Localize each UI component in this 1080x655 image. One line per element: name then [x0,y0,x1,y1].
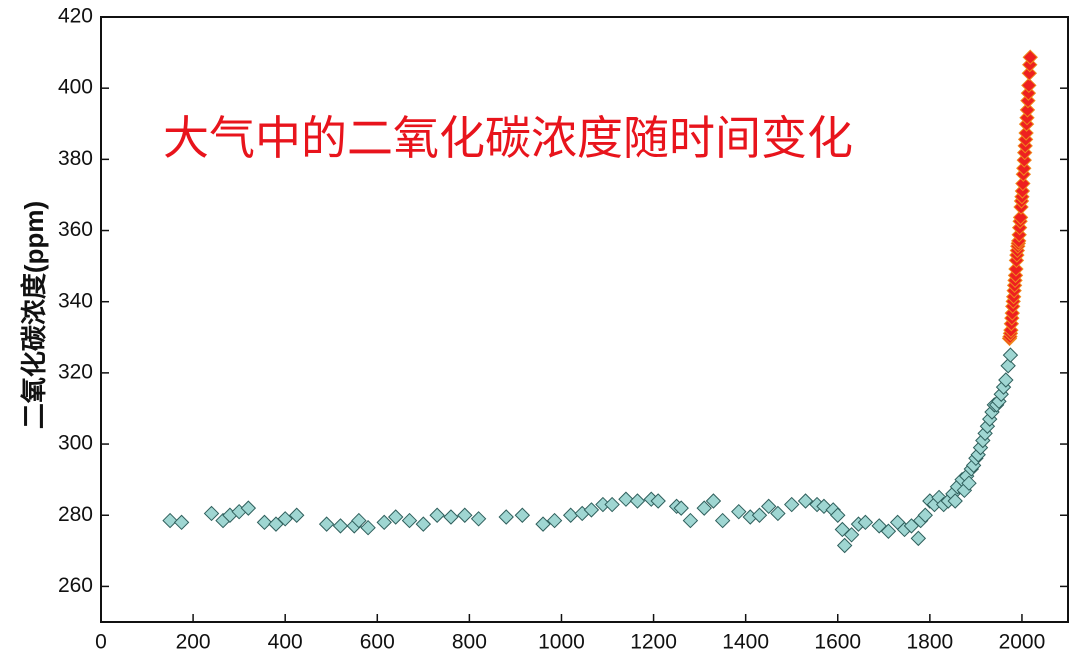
point [797,493,814,509]
x-tick-label: 0 [95,631,107,654]
point [162,512,178,529]
point [1008,261,1024,277]
point [514,507,531,523]
y-tick-label: 320 [58,360,93,383]
point [604,496,620,513]
point [1000,358,1016,374]
point [546,512,563,529]
point [1015,175,1031,192]
point [618,491,634,507]
point [917,507,933,523]
point [1012,209,1029,226]
x-tick-label: 1400 [722,631,769,654]
y-tick-label: 380 [58,147,93,170]
x-tick-label: 400 [268,631,303,654]
point [880,523,897,539]
point [1022,49,1038,65]
point [203,505,220,522]
point [784,496,800,513]
y-tick-label: 300 [58,432,93,455]
point [843,527,860,543]
x-tick-label: 1600 [814,631,861,654]
point [173,514,190,531]
point [816,498,832,515]
point [470,511,487,527]
point [332,518,349,534]
point [376,514,392,531]
point [1016,160,1032,176]
point [1019,102,1036,118]
point [871,518,887,534]
plot-frame [100,16,1069,623]
point [318,516,335,532]
point [673,500,689,516]
point [562,507,579,523]
point [1019,110,1035,126]
y-tick-label: 280 [58,503,93,526]
y-tick-label: 340 [58,289,93,312]
point [705,493,722,509]
point [277,511,293,527]
point [443,509,459,525]
point [288,507,305,523]
point [731,503,747,520]
point [401,512,418,529]
x-tick-label: 200 [176,631,211,654]
point [682,512,699,529]
point [1021,77,1037,94]
point [961,475,977,491]
x-tick-label: 600 [360,631,395,654]
point [836,537,853,554]
point [1020,92,1036,109]
point [910,530,927,547]
point [1020,85,1037,101]
point [830,507,846,523]
x-tick-label: 1800 [906,631,953,654]
point [760,498,777,515]
x-tick-label: 2000 [999,631,1046,654]
point [1021,65,1038,81]
point [240,500,257,516]
point [1018,125,1034,141]
point [535,516,551,532]
point [998,372,1014,388]
point [429,507,445,523]
point [834,521,851,538]
chart-title: 大气中的二氧化碳浓度随时间变化 [163,112,853,164]
point [256,514,273,531]
point [650,493,666,509]
point [415,516,432,532]
y-axis-label: 二氧化碳浓度(ppm) [19,201,49,429]
x-tick-label: 1000 [538,631,585,654]
point [360,519,376,536]
y-tick-label: 420 [58,5,93,28]
point [714,512,731,529]
point [1002,347,1019,363]
point [629,493,646,509]
point [947,493,963,509]
point [498,509,514,525]
point [583,502,600,518]
x-tick-label: 1200 [630,631,677,654]
x-tick-label: 800 [452,631,487,654]
y-tick-label: 260 [58,574,93,597]
point [351,512,367,529]
point [751,507,768,523]
point [387,509,404,525]
point [857,514,874,531]
y-tick-label: 360 [58,218,93,241]
point [770,505,786,522]
y-tick-label: 400 [58,76,93,99]
point [457,507,473,523]
point [696,500,712,516]
